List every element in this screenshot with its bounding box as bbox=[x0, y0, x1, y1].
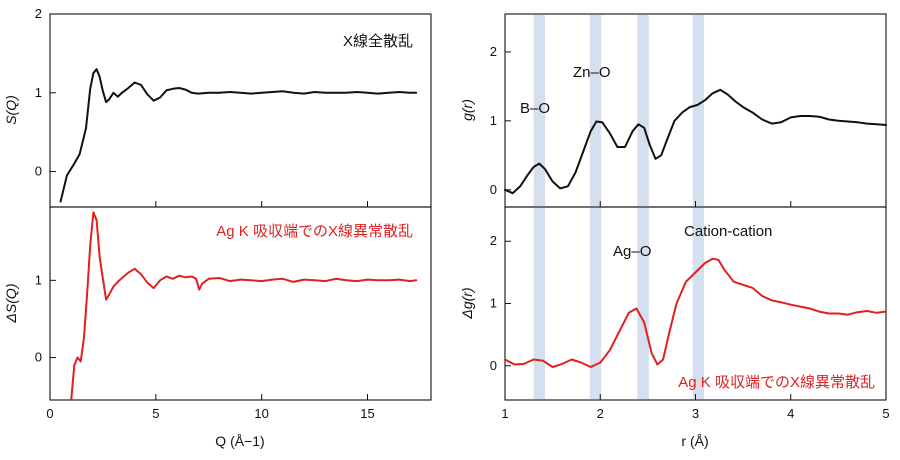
shaded-band-1 bbox=[589, 15, 602, 206]
annotation-anomalous-right: Ag K 吸収端でのX線異常散乱 bbox=[678, 374, 875, 391]
x-tick-label: 0 bbox=[46, 406, 53, 421]
shaded-band-1 bbox=[589, 208, 602, 399]
y-tick-label: 2 bbox=[490, 233, 497, 248]
left-top-plot: 0 1 2 bbox=[35, 6, 418, 207]
annotation-ag-o: Ag–O bbox=[613, 243, 651, 260]
series-line-left-bottom bbox=[70, 211, 418, 401]
shaded-band-3 bbox=[692, 208, 705, 399]
annotation-cation-cation: Cation-cation bbox=[684, 223, 772, 240]
x-tick-label: 1 bbox=[501, 406, 508, 421]
y-tick-label: 1 bbox=[35, 85, 42, 100]
y-tick-label: 0 bbox=[490, 358, 497, 373]
y-tick-label: 0 bbox=[35, 350, 42, 365]
x-tick-label: 2 bbox=[597, 406, 604, 421]
x-tick-label: 5 bbox=[882, 406, 889, 421]
y-axis-title-s: S(Q) bbox=[3, 95, 19, 125]
shaded-band-0 bbox=[533, 208, 546, 399]
shaded-band-2 bbox=[637, 208, 649, 399]
right-top-plot: 0 1 2 bbox=[490, 15, 887, 207]
y-tick-label: 1 bbox=[490, 296, 497, 311]
x-tick-label: 10 bbox=[254, 406, 268, 421]
x-tick-label: 4 bbox=[787, 406, 794, 421]
y-tick-label: 1 bbox=[490, 113, 497, 128]
x-axis-title-q: Q (Å−1) bbox=[215, 433, 264, 449]
shaded-band-2 bbox=[637, 15, 649, 206]
y-axis-title-g: g(r) bbox=[459, 99, 475, 121]
annotation-anomalous-left: Ag K 吸収端でのX線異常散乱 bbox=[216, 223, 413, 240]
right-panel: 0 1 2 0 1 2 1 2 3 4 5 B–O Zn–O Ag–O Cation-cation… bbox=[459, 13, 890, 449]
series-line-left-top bbox=[59, 68, 418, 203]
y-tick-label: 2 bbox=[490, 44, 497, 59]
annotation-zn-o: Zn–O bbox=[573, 64, 611, 81]
shaded-band-0 bbox=[533, 15, 546, 206]
left-bottom-plot: 010 5 10 15 bbox=[35, 211, 418, 421]
series-line-right-top bbox=[504, 88, 887, 195]
x-tick-label: 5 bbox=[152, 406, 159, 421]
y-tick-label: 1 bbox=[35, 272, 42, 287]
left-bottom-frame bbox=[49, 206, 432, 401]
y-tick-label: 2 bbox=[35, 6, 42, 21]
annotation-total-scattering: X線全散乱 bbox=[343, 32, 413, 50]
left-panel: 012 010 5 10 15 X線全散乱 Ag K 吸収端でのX線異常散乱 S(Q)… bbox=[3, 6, 432, 449]
y-tick-label: 0 bbox=[490, 182, 497, 197]
right-bottom-plot: 0 1 2 1 2 3 4 5 bbox=[490, 208, 890, 421]
y-axis-title-dg: Δg(r) bbox=[459, 287, 475, 319]
x-tick-label: 3 bbox=[692, 406, 699, 421]
x-axis-title-r: r (Å) bbox=[681, 433, 708, 449]
annotation-b-o: B–O bbox=[520, 100, 550, 117]
y-axis-title-ds: ΔS(Q) bbox=[3, 284, 19, 324]
shaded-band-3 bbox=[692, 15, 705, 206]
series-line-right-bottom bbox=[504, 257, 887, 368]
y-tick-label: 0 bbox=[35, 164, 42, 179]
x-tick-label: 15 bbox=[360, 406, 374, 421]
